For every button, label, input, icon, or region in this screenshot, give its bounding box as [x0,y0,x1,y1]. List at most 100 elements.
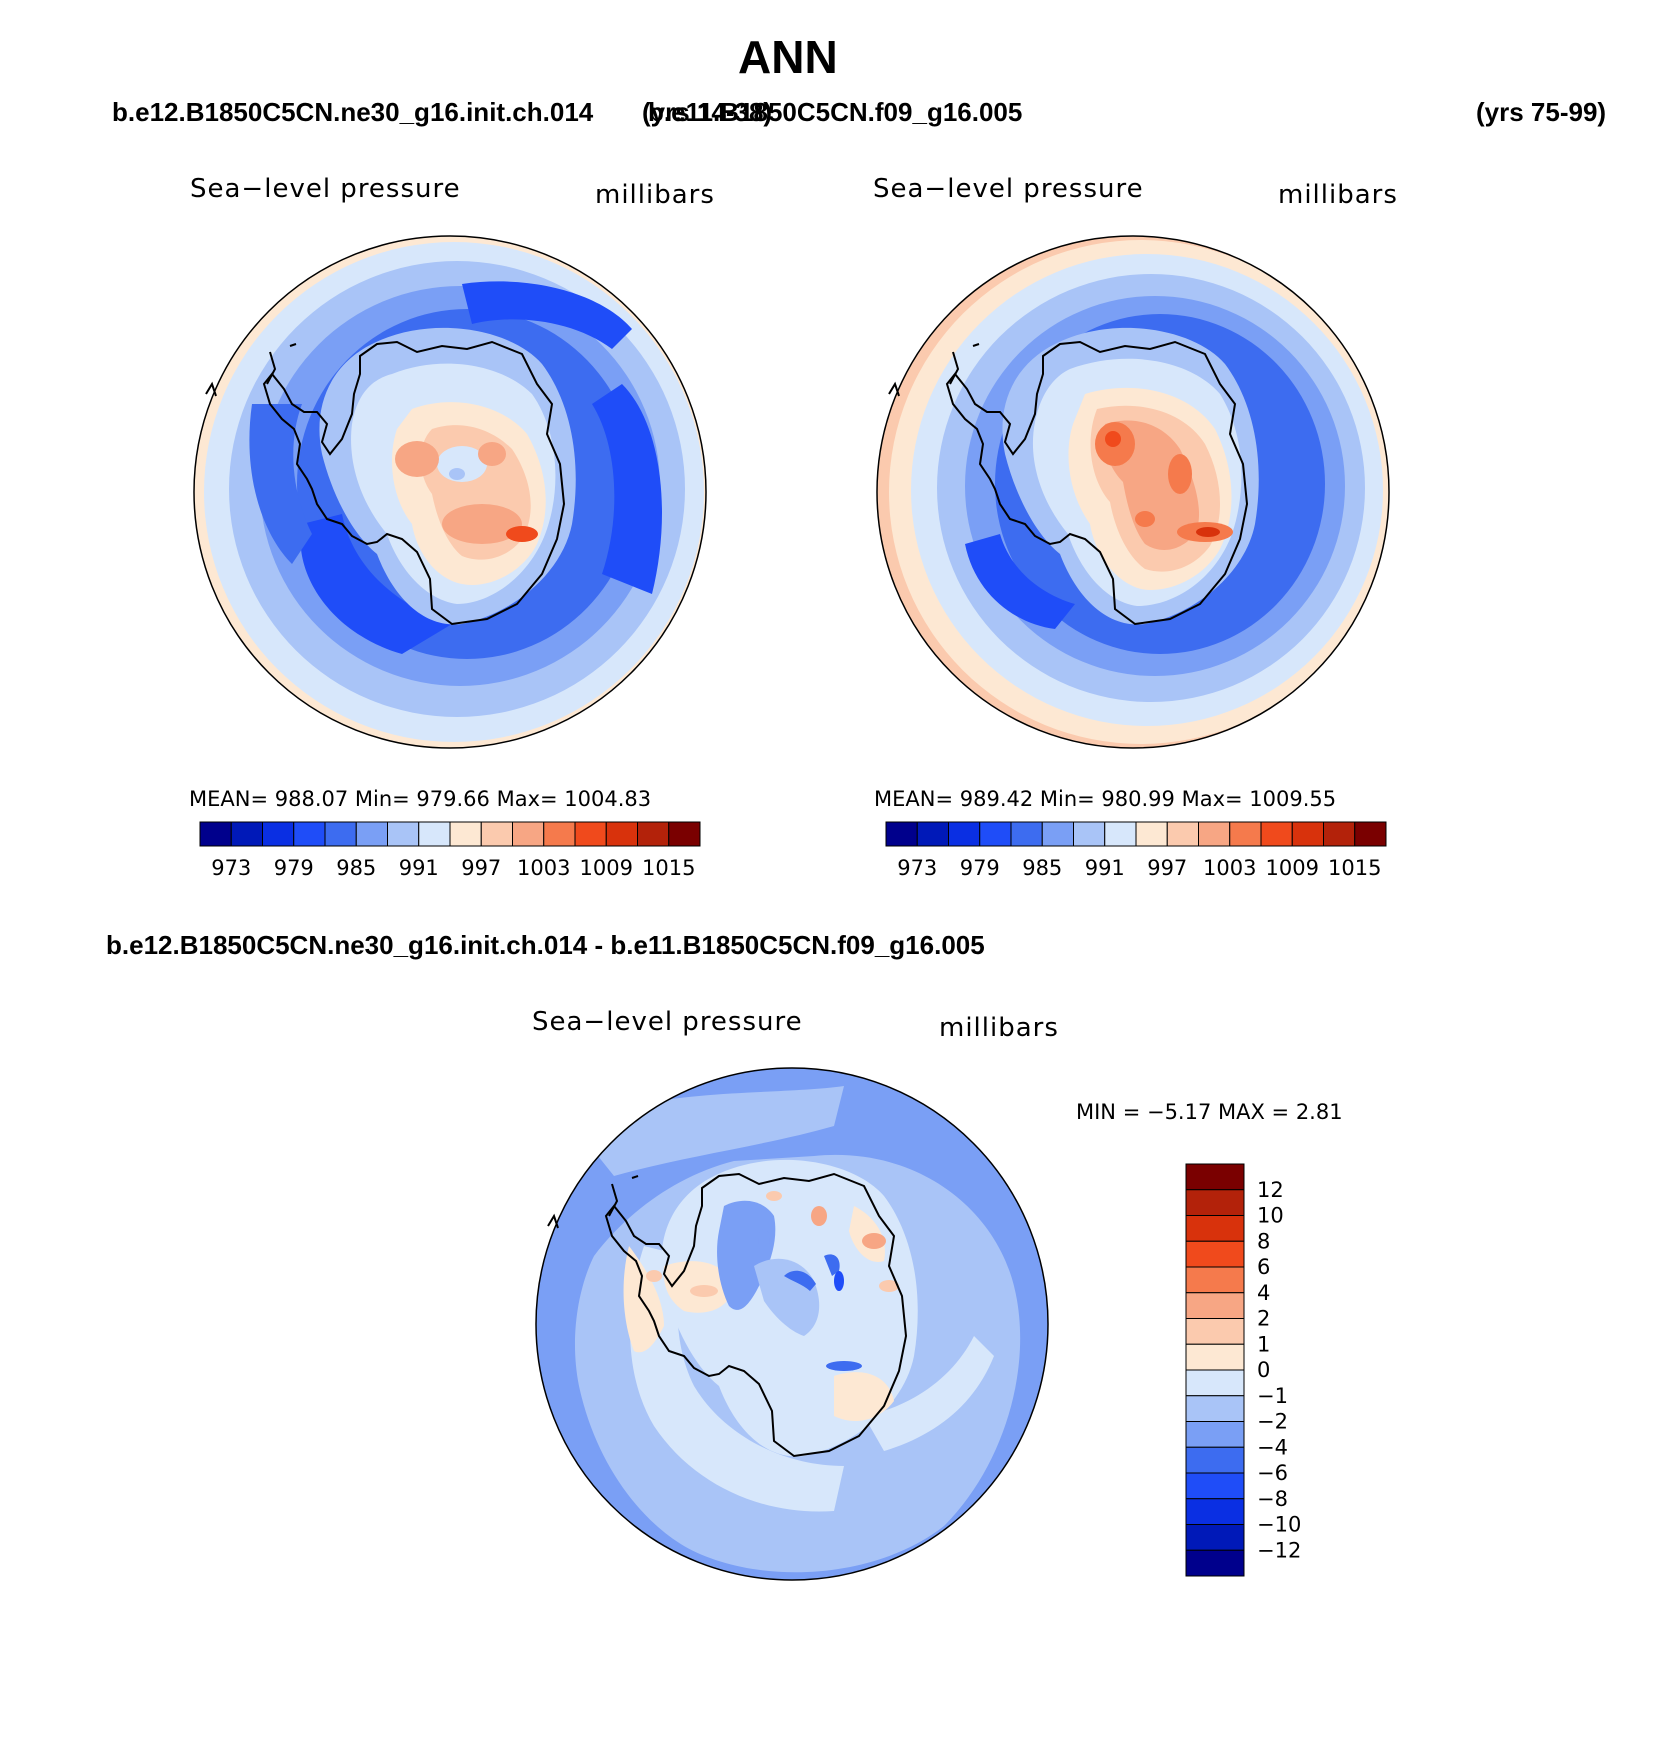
diff-title: b.e12.B1850C5CN.ne30_g16.init.ch.014 - b… [106,930,985,960]
panel2-map [876,235,1390,749]
colorbar-segment [1185,1215,1245,1242]
colorbar-segment [1185,1498,1245,1525]
colorbar-tick-label: 991 [1085,856,1125,880]
panel3-map [535,1067,1049,1581]
colorbar-tick-label: −4 [1257,1435,1288,1459]
colorbar-tick-label: 979 [274,856,314,880]
colorbar-tick-label: 8 [1257,1229,1270,1253]
colorbar-segment [1260,821,1293,847]
colorbar-segment [1185,1240,1245,1268]
colorbar-segment [1198,821,1231,847]
panel2-stats: MEAN= 989.42 Min= 980.99 Max= 1009.55 [874,787,1337,811]
colorbar-tick-label: 1015 [1328,856,1381,880]
colorbar-tick-label: 12 [1257,1178,1284,1202]
colorbar-segment [1010,821,1043,847]
colorbar-segment [199,821,232,847]
colorbar-tick-label: 2 [1257,1307,1270,1331]
colorbar-segment [480,821,513,847]
panel1-variable: Sea−level pressure [190,174,461,204]
colorbar-segment [1135,821,1168,847]
colorbar-segment [1185,1472,1245,1500]
colorbar-segment [1291,821,1324,847]
colorbar-segment [1185,1318,1245,1345]
panel1-map [193,235,707,749]
colorbar-segment [637,821,670,847]
colorbar-tick-label: 0 [1257,1358,1270,1382]
panel1-units: millibars [595,180,715,210]
colorbar-segment [1185,1189,1245,1216]
case1-name: b.e12.B1850C5CN.ne30_g16.init.ch.014 [112,97,594,127]
colorbar-segment [1185,1292,1245,1319]
colorbar-segment [1185,1369,1245,1397]
colorbar-segment [1041,821,1074,847]
colorbar-segment [262,821,295,847]
colorbar-segment [885,821,918,847]
case2-name: b.e11.B1850C5CN.f09_g16.005 [648,97,1023,127]
colorbar-segment [916,821,949,847]
colorbar-segment [979,821,1012,847]
colorbar-tick-label: 1009 [1266,856,1319,880]
colorbar-tick-label: 985 [1022,856,1062,880]
colorbar-segment [543,821,576,847]
colorbar-tick-label: −8 [1257,1487,1288,1511]
colorbar-tick-label: 1 [1257,1332,1270,1356]
colorbar-segment [1229,821,1262,847]
colorbar-segment [1185,1395,1245,1422]
colorbar-segment [948,821,981,847]
colorbar-segment [449,821,482,847]
panel3-stats: MIN = −5.17 MAX = 2.81 [1076,1100,1343,1124]
colorbar-tick-label: 973 [211,856,251,880]
colorbar-segment [1185,1163,1245,1191]
colorbar-tick-label: 1009 [580,856,633,880]
colorbar-segment [1185,1446,1245,1474]
colorbar-tick-label: 997 [1147,856,1187,880]
colorbar-tick-label: 1003 [517,856,570,880]
colorbar-tick-label: 4 [1257,1281,1270,1305]
colorbar-segment [324,821,357,847]
case2-years: (yrs 75-99) [1476,97,1607,127]
colorbar-tick-label: 1015 [642,856,695,880]
colorbar-tick-label: 985 [336,856,376,880]
colorbar-tick-label: 997 [461,856,501,880]
colorbar-segment [1354,821,1387,847]
colorbar-segment [1185,1343,1245,1371]
colorbar-segment [1185,1549,1245,1577]
colorbar-segment [1166,821,1199,847]
colorbar-segment [293,821,326,847]
colorbar-tick-label: −6 [1257,1461,1288,1485]
colorbar-segment [1185,1266,1245,1294]
colorbar-tick-label: 1003 [1203,856,1256,880]
panel3-variable: Sea−level pressure [532,1007,803,1037]
colorbar-segment [1073,821,1106,847]
panel2-colorbar: 973 979 985 991 997 1003 1009 1015 [885,821,1387,880]
colorbar-tick-label: −10 [1257,1513,1301,1537]
colorbar-segment [668,821,701,847]
colorbar-segment [1323,821,1356,847]
panel2-units: millibars [1278,180,1398,210]
colorbar-tick-label: −1 [1257,1384,1288,1408]
colorbar-segment [574,821,607,847]
colorbar-segment [418,821,451,847]
colorbar-segment [1185,1524,1245,1551]
case1-years: (yrs 14-38) [642,97,773,127]
colorbar-segment [1185,1421,1245,1448]
figure-title: ANN [738,31,838,83]
colorbar-tick-label: 973 [897,856,937,880]
colorbar-segment [355,821,388,847]
colorbar-tick-label: 6 [1257,1255,1270,1279]
colorbar-segment [1104,821,1137,847]
panel3-units: millibars [939,1013,1059,1043]
colorbar-tick-label: −2 [1257,1410,1288,1434]
colorbar-tick-label: −12 [1257,1538,1301,1562]
colorbar-tick-label: 979 [960,856,1000,880]
colorbar-segment [387,821,420,847]
panel2-variable: Sea−level pressure [873,174,1144,204]
colorbar-tick-label: 10 [1257,1204,1284,1228]
colorbar-segment [512,821,545,847]
panel1-colorbar: 973 979 985 991 997 1003 1009 1015 [199,821,701,880]
panel1-stats: MEAN= 988.07 Min= 979.66 Max= 1004.83 [189,787,652,811]
colorbar-tick-label: 991 [399,856,439,880]
colorbar-segment [230,821,263,847]
colorbar-segment [605,821,638,847]
